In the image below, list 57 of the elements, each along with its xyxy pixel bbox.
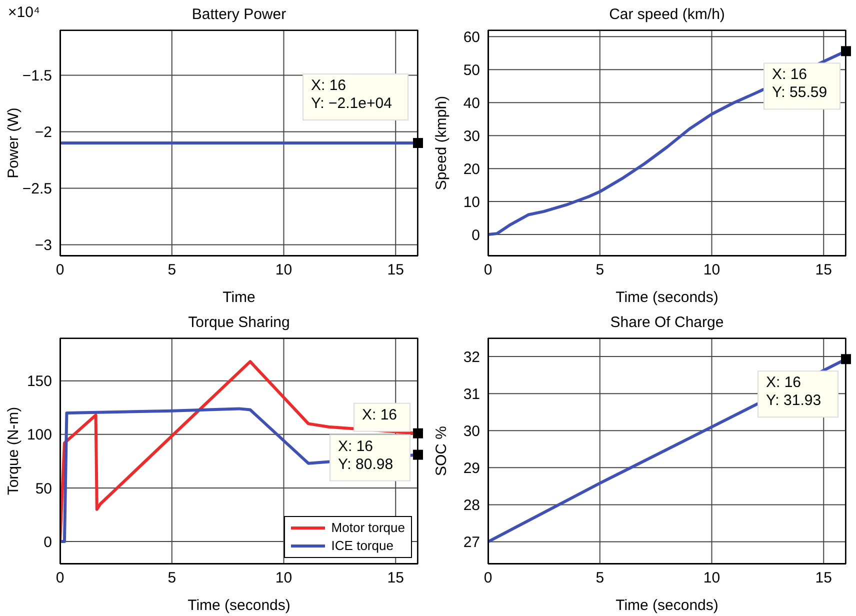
x-tick-label: 10 [275,262,292,279]
y-tick-label: 28 [463,497,480,514]
y-axis-title: Torque (N-m) [4,406,22,496]
y-axis-title: Speed (kmph) [432,96,450,190]
x-tick-label: 10 [703,570,720,587]
x-tick-label: 15 [815,262,832,279]
x-tick-label: 5 [596,262,604,279]
x-tick-label: 10 [275,570,292,587]
chart-title: Share Of Charge [609,314,725,331]
x-tick-label: 10 [703,262,720,279]
y-tick-label: 150 [26,373,52,390]
x-tick-label: 15 [387,570,404,587]
chart-title: Battery Power [190,6,288,23]
annotation: X: 16 [362,406,398,424]
x-tick-label: 15 [815,570,832,587]
y-tick-label: 30 [463,128,480,145]
x-axis-title: Time (seconds) [188,597,290,614]
y-tick-label: −3 [34,237,52,254]
legend-label: ICE torque [331,537,394,555]
y-tick-label: 10 [463,194,480,211]
x-tick-label: 0 [484,570,492,587]
y-tick-label: 29 [463,460,480,477]
y-tick-label: 20 [463,160,480,178]
x-axis-title: Time (seconds) [616,289,718,306]
y-tick-label: 30 [463,422,480,440]
y-tick-label: −1.5 [22,68,52,85]
legend-label: Motor torque [331,519,405,537]
y-tick-label: 100 [26,426,52,444]
x-tick-label: 0 [484,262,492,279]
x-tick-label: 5 [168,570,176,587]
annotation: X: 16 Y: 55.59 [772,66,828,102]
y-tick-label: 50 [463,62,480,79]
annotation: X: 16 Y: 80.98 [338,438,394,473]
annotation: X: 16 Y: 31.93 [766,374,822,410]
chart-title: Car speed (km/h) [608,6,726,23]
y-tick-label: 27 [463,534,480,552]
y-axis-title: SOC % [432,426,450,476]
x-axis-title: Time [222,289,256,306]
x-tick-label: 15 [387,262,404,279]
y-axis-title: Power (W) [4,108,22,178]
annotation: X: 16 Y: −2.1e+04 [311,77,392,112]
y-tick-label: 50 [35,480,52,498]
chart-title: Torque Sharing [187,314,291,331]
y-tick-label: 0 [472,226,480,244]
y-tick-label: −2.5 [22,180,52,198]
y-tick-label: 0 [44,534,52,551]
text: ×10⁴ [8,4,40,21]
y-tick-label: 31 [463,386,480,403]
y-tick-label: 40 [463,94,480,112]
x-tick-label: 0 [56,262,64,279]
x-tick-label: 5 [596,570,604,587]
y-tick-label: −2 [34,124,52,142]
x-tick-label: 0 [56,570,64,587]
x-axis-title: Time (seconds) [616,597,718,614]
x-tick-label: 5 [168,262,176,279]
y-tick-label: 60 [463,28,480,46]
y-tick-label: 32 [463,348,480,366]
